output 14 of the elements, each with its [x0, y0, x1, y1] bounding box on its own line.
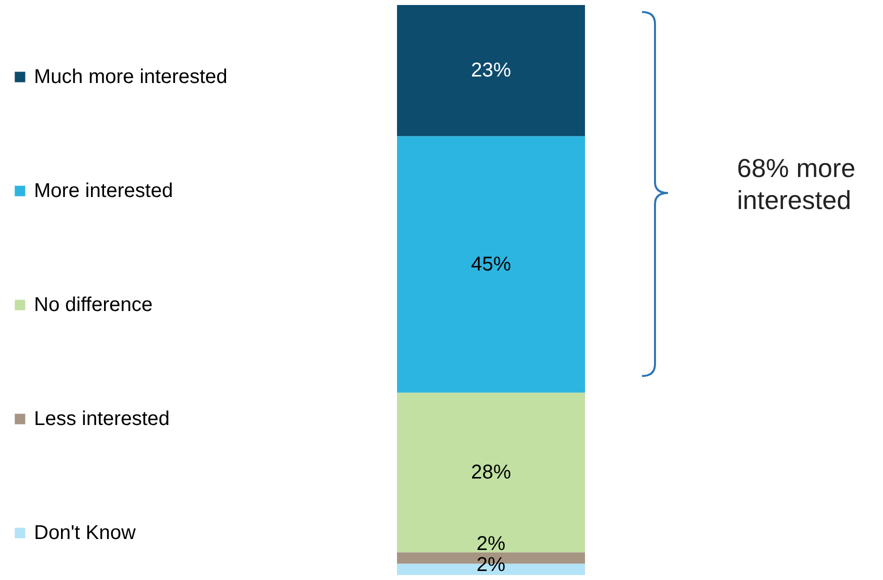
data-label: 28% [470, 461, 512, 484]
bar [397, 136, 585, 393]
legend-label: Much more interested [34, 66, 228, 88]
data-label: 23% [470, 60, 512, 82]
data-label: 2% [476, 554, 506, 576]
data-label: 2% [476, 533, 506, 555]
bar [397, 392, 585, 552]
legend-label: No difference [34, 294, 153, 316]
legend-label: Don't Know [34, 522, 136, 544]
data-label: 45% [470, 253, 512, 276]
legend-label: Less interested [34, 408, 170, 430]
text: 68% more interested [737, 152, 856, 216]
legend-label: More interested [34, 180, 173, 202]
bar [397, 5, 585, 136]
